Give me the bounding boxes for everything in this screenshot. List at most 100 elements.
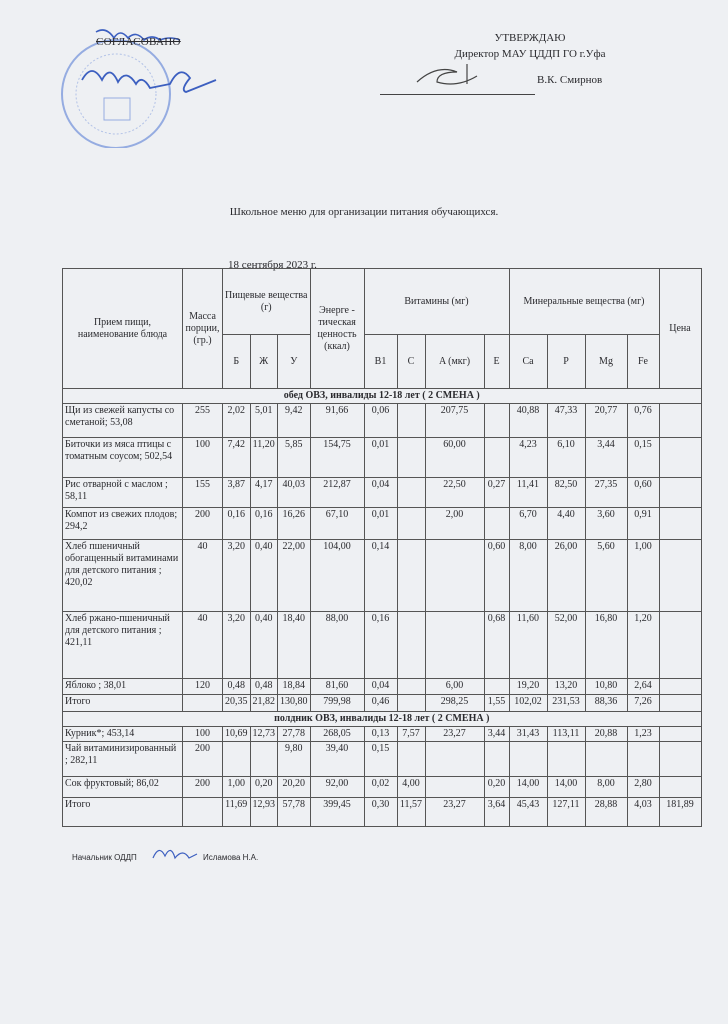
director-signature bbox=[416, 64, 478, 85]
value-cell: 6,00 bbox=[424, 678, 485, 695]
value-cell: 100 bbox=[182, 726, 223, 742]
value-cell: 14,00 bbox=[508, 776, 548, 798]
subheader-cell: Ca bbox=[508, 334, 548, 389]
section-header: обед ОВЗ, инвалиды 12-18 лет ( 2 СМЕНА ) bbox=[62, 388, 702, 404]
value-cell: 40,03 bbox=[277, 477, 311, 508]
value-cell: 92,00 bbox=[309, 776, 365, 798]
menu-table: Прием пищи, наименование блюда Масса пор… bbox=[62, 268, 702, 827]
value-cell bbox=[658, 539, 702, 612]
value-cell bbox=[396, 403, 426, 438]
value-cell: 130,80 bbox=[277, 694, 311, 712]
value-cell bbox=[508, 741, 548, 777]
value-cell bbox=[396, 507, 426, 540]
value-cell: 268,05 bbox=[309, 726, 365, 742]
subheader-cell: Б bbox=[222, 334, 251, 389]
stamp-and-signature bbox=[61, 29, 217, 148]
value-cell: 20,20 bbox=[277, 776, 311, 798]
value-cell: 200 bbox=[182, 741, 223, 777]
value-cell: 0,60 bbox=[483, 539, 510, 612]
value-cell: 11,41 bbox=[508, 477, 548, 508]
value-cell: 20,88 bbox=[584, 726, 628, 742]
subheader-cell: Fe bbox=[626, 334, 660, 389]
approver-name: В.К. Смирнов bbox=[537, 74, 603, 86]
value-cell: 5,85 bbox=[277, 437, 311, 478]
value-cell: 255 bbox=[182, 403, 223, 438]
value-cell: 0,27 bbox=[483, 477, 510, 508]
value-cell: 0,04 bbox=[363, 477, 398, 508]
value-cell: 0,76 bbox=[626, 403, 660, 438]
value-cell: 22,00 bbox=[277, 539, 311, 612]
value-cell: 0,40 bbox=[249, 539, 278, 612]
dish-name: Чай витаминизированный ; 282,11 bbox=[62, 741, 183, 777]
value-cell: 12,93 bbox=[249, 797, 278, 827]
value-cell: 6,70 bbox=[508, 507, 548, 540]
value-cell: 0,48 bbox=[222, 678, 251, 695]
value-cell: 0,20 bbox=[249, 776, 278, 798]
dish-name: Итого bbox=[62, 694, 183, 712]
dish-name: Яблоко ; 38,01 bbox=[62, 678, 183, 695]
value-cell: 207,75 bbox=[424, 403, 485, 438]
value-cell: 0,02 bbox=[363, 776, 398, 798]
value-cell: 82,50 bbox=[546, 477, 586, 508]
value-cell: 0,16 bbox=[363, 611, 398, 679]
value-cell bbox=[626, 741, 660, 777]
value-cell bbox=[483, 678, 510, 695]
value-cell: 154,75 bbox=[309, 437, 365, 478]
header-dish: Прием пищи, наименование блюда bbox=[62, 268, 183, 389]
value-cell bbox=[658, 437, 702, 478]
subheader-cell: У bbox=[277, 334, 311, 389]
value-cell: 4,00 bbox=[396, 776, 426, 798]
value-cell: 11,57 bbox=[396, 797, 426, 827]
header-price: Цена bbox=[658, 268, 702, 389]
value-cell: 0,20 bbox=[483, 776, 510, 798]
value-cell: 0,91 bbox=[626, 507, 660, 540]
value-cell bbox=[483, 741, 510, 777]
total-row: Итого 11,69 12,93 57,78 399,45 0,30 11,57 23,27… bbox=[62, 797, 702, 827]
value-cell: 6,10 bbox=[546, 437, 586, 478]
dish-name: Итого bbox=[62, 797, 183, 827]
value-cell: 4,23 bbox=[508, 437, 548, 478]
subheader-cell: Mg bbox=[584, 334, 628, 389]
value-cell bbox=[546, 741, 586, 777]
value-cell: 40 bbox=[182, 611, 223, 679]
value-cell: 9,80 bbox=[277, 741, 311, 777]
value-cell: 3,60 bbox=[584, 507, 628, 540]
value-cell: 3,44 bbox=[584, 437, 628, 478]
subheader-cell: C bbox=[396, 334, 426, 389]
value-cell: 11,60 bbox=[508, 611, 548, 679]
value-cell: 113,11 bbox=[546, 726, 586, 742]
value-cell: 26,00 bbox=[546, 539, 586, 612]
value-cell: 18,40 bbox=[277, 611, 311, 679]
value-cell: 5,60 bbox=[584, 539, 628, 612]
value-cell: 11,69 bbox=[222, 797, 251, 827]
value-cell: 0,16 bbox=[249, 507, 278, 540]
footer-position: Начальник ОДДП bbox=[72, 853, 137, 862]
footer-signature bbox=[152, 849, 198, 860]
table-row: Хлеб пшеничный обогащенный витаминами дл… bbox=[62, 539, 702, 612]
table-row: Курник*; 453,14 100 10,69 12,73 27,78 268,05 0… bbox=[62, 726, 702, 742]
value-cell: 0,46 bbox=[363, 694, 398, 712]
value-cell bbox=[658, 678, 702, 695]
value-cell: 0,30 bbox=[363, 797, 398, 827]
value-cell: 0,68 bbox=[483, 611, 510, 679]
value-cell: 23,27 bbox=[424, 797, 485, 827]
value-cell: 1,23 bbox=[626, 726, 660, 742]
approval-block: УТВЕРЖДАЮ Директор МАУ ЦДДП ГО г.Уфа bbox=[400, 30, 660, 62]
value-cell: 16,26 bbox=[277, 507, 311, 540]
value-cell bbox=[396, 539, 426, 612]
section-title: полдник ОВЗ, инвалиды 12-18 лет ( 2 СМЕН… bbox=[62, 711, 702, 727]
value-cell: 4,17 bbox=[249, 477, 278, 508]
dish-name: Биточки из мяса птицы с томатным соусом;… bbox=[62, 437, 183, 478]
value-cell: 298,25 bbox=[424, 694, 485, 712]
value-cell: 81,60 bbox=[309, 678, 365, 695]
value-cell: 0,13 bbox=[363, 726, 398, 742]
value-cell: 12,73 bbox=[249, 726, 278, 742]
value-cell: 0,15 bbox=[626, 437, 660, 478]
value-cell: 7,42 bbox=[222, 437, 251, 478]
value-cell: 5,01 bbox=[249, 403, 278, 438]
value-cell: 0,15 bbox=[363, 741, 398, 777]
value-cell: 3,64 bbox=[483, 797, 510, 827]
value-cell bbox=[483, 507, 510, 540]
value-cell: 27,35 bbox=[584, 477, 628, 508]
dish-name: Компот из свежих плодов; 294,2 bbox=[62, 507, 183, 540]
